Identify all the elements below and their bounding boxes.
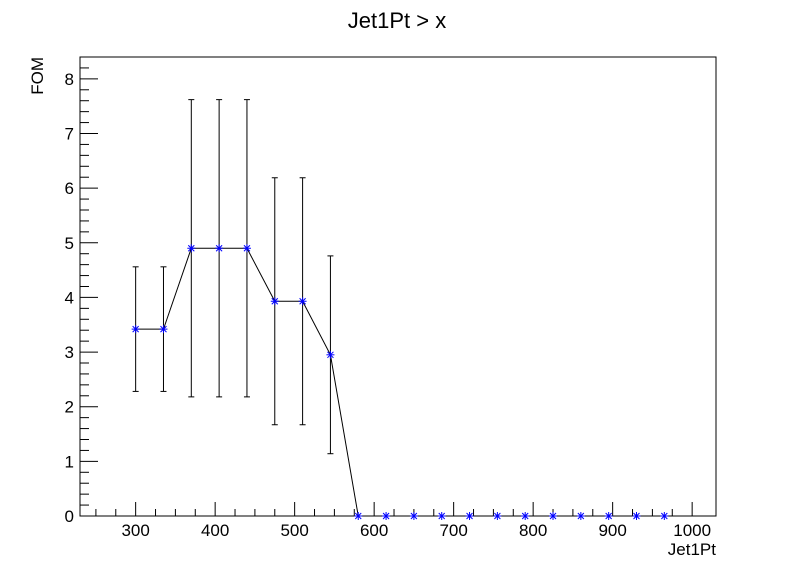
x-tick-label: 600 xyxy=(360,521,388,540)
data-point xyxy=(604,512,613,520)
y-tick-label: 4 xyxy=(65,288,74,307)
x-tick-label: 1000 xyxy=(673,521,711,540)
y-tick-label: 1 xyxy=(65,452,74,471)
axes: 300 400 500 600 700 800 900 1000 0 1 2 3 4 5 6 7 8 xyxy=(65,67,711,540)
data-point xyxy=(326,350,335,359)
y-tick-label: 0 xyxy=(65,507,74,526)
y-tick-label: 3 xyxy=(65,343,74,362)
y-tick-label: 5 xyxy=(65,234,74,253)
data-point xyxy=(521,512,530,520)
data-point xyxy=(131,325,140,334)
data-point xyxy=(187,244,196,253)
x-tick-label: 800 xyxy=(519,521,547,540)
data-point xyxy=(437,512,446,520)
data-marks xyxy=(131,99,669,520)
data-point xyxy=(493,512,502,520)
data-point xyxy=(465,512,474,520)
data-point xyxy=(298,297,307,306)
x-axis-label: Jet1Pt xyxy=(668,540,716,559)
data-point xyxy=(660,512,669,520)
x-tick-label: 700 xyxy=(439,521,467,540)
y-tick-label: 8 xyxy=(65,70,74,89)
data-point xyxy=(159,325,168,334)
y-tick-label: 2 xyxy=(65,398,74,417)
x-tick-label: 500 xyxy=(280,521,308,540)
data-point xyxy=(382,512,391,520)
data-point xyxy=(242,244,251,253)
y-tick-label: 7 xyxy=(65,125,74,144)
data-point xyxy=(409,512,418,520)
data-point xyxy=(270,297,279,306)
data-point xyxy=(576,512,585,520)
plot-frame xyxy=(79,56,717,517)
data-point xyxy=(632,512,641,520)
chart-title: Jet1Pt > x xyxy=(348,8,446,33)
y-axis-label: FOM xyxy=(28,57,47,95)
x-tick-label: 300 xyxy=(121,521,149,540)
y-tick-label: 6 xyxy=(65,179,74,198)
x-tick-label: 900 xyxy=(598,521,626,540)
data-point xyxy=(354,512,363,520)
data-point xyxy=(549,512,558,520)
data-point xyxy=(215,244,224,253)
x-tick-label: 400 xyxy=(201,521,229,540)
series-line xyxy=(135,247,665,517)
